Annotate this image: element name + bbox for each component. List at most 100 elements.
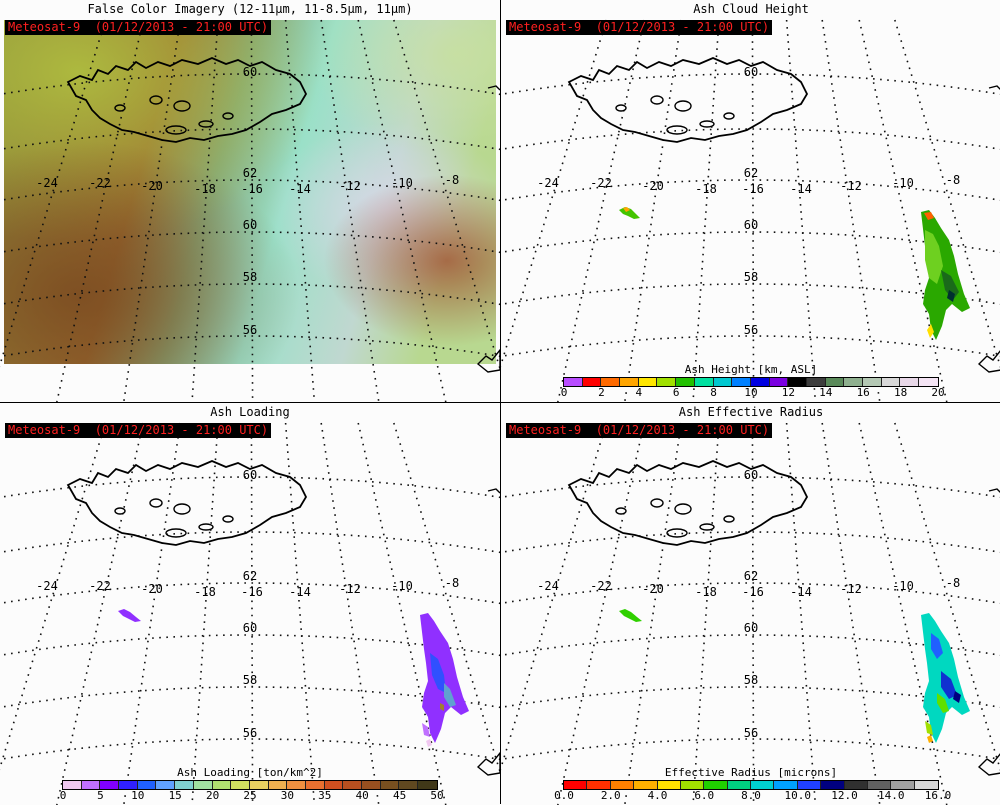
colorbar-swatch: [582, 378, 602, 386]
colorbar-tick-label: 14: [819, 386, 833, 399]
colorbar-swatch: [119, 781, 138, 789]
colorbar-tick-label: 40: [355, 789, 369, 802]
longitude-label: -16: [742, 182, 764, 196]
longitude-label: -12: [840, 582, 862, 596]
colorbar-swatches: [563, 377, 939, 387]
longitude-label: -20: [141, 179, 163, 193]
latitude-label: 58: [243, 673, 257, 687]
loading-colorbar: Ash Loading [ton/km^2] 0 5 10 15 20 25 30 35 40 4…: [59, 766, 444, 803]
latitude-label: 60: [243, 65, 257, 79]
colorbar-tick-label: 16.0: [924, 789, 952, 802]
longitude-label: -18: [695, 182, 717, 196]
latitude-label: 62: [243, 166, 257, 180]
colorbar-swatches: [62, 780, 438, 790]
longitude-label: -24: [537, 579, 559, 593]
colorbar-swatch: [788, 378, 807, 386]
panel-ash-height: -24 -22 -20 -18 -16 -14 -12 -10 -8 62 60 58 56 60 As…: [501, 0, 1000, 402]
colorbar-tick-label: 16: [856, 386, 870, 399]
colorbar-swatch: [750, 378, 770, 386]
longitude-label: -22: [590, 176, 612, 190]
colorbar-swatch: [231, 781, 250, 789]
colorbar-swatch: [844, 781, 868, 789]
longitude-label: -8: [946, 576, 960, 590]
longitude-label: -24: [36, 579, 58, 593]
longitude-label: -14: [790, 182, 812, 196]
colorbar-swatch: [156, 781, 176, 789]
latitude-label: 62: [744, 166, 758, 180]
longitude-label: -14: [289, 585, 311, 599]
colorbar-swatch: [881, 378, 901, 386]
longitude-label: -20: [141, 582, 163, 596]
satellite-timestamp: Meteosat-9 (01/12/2013 - 21:00 UTC): [506, 20, 773, 35]
colorbar-swatch: [100, 781, 120, 789]
satellite-timestamp: Meteosat-9 (01/12/2013 - 21:00 UTC): [506, 423, 773, 438]
longitude-label: -12: [339, 582, 361, 596]
colorbar-tick-label: 6.0: [694, 789, 715, 802]
colorbar-swatches: [563, 780, 939, 790]
colorbar-swatch: [806, 378, 826, 386]
colorbar-swatch: [863, 378, 882, 386]
longitude-label: -20: [642, 582, 664, 596]
satellite-timestamp: Meteosat-9 (01/12/2013 - 21:00 UTC): [5, 20, 272, 35]
colorbar-swatch: [81, 781, 101, 789]
colorbar-tick-label: 2.0: [600, 789, 621, 802]
iceland-coastline: [66, 57, 308, 143]
ash-plume-loading: [118, 609, 469, 747]
colorbar-tick-label: 20: [931, 386, 945, 399]
latitude-label: 60: [243, 218, 257, 232]
colorbar-swatch: [380, 781, 400, 789]
colorbar-label: Ash Height [km, ASL]: [684, 363, 818, 376]
latitude-label: 56: [744, 323, 758, 337]
longitude-label: -10: [391, 579, 413, 593]
colorbar-swatch: [732, 378, 751, 386]
longitude-label: -8: [946, 173, 960, 187]
colorbar-swatch: [418, 781, 437, 789]
latitude-label: 60: [744, 468, 758, 482]
colorbar-tick-label: 0: [560, 386, 568, 399]
latitude-label: 58: [744, 270, 758, 284]
latitude-label: 56: [243, 323, 257, 337]
latitude-label: 58: [744, 673, 758, 687]
panel-ash-radius: -24 -22 -20 -18 -16 -14 -12 -10 -8 62 60 58 56 60 As…: [501, 403, 1000, 805]
colorbar-tick-label: 0.0: [554, 789, 574, 802]
longitude-label: -18: [194, 182, 216, 196]
longitude-label: -12: [339, 179, 361, 193]
height-colorbar: Ash Height [km, ASL] 0 2 4 6 8 10 12 14 16 18 20: [560, 363, 945, 400]
colorbar-swatch: [305, 781, 325, 789]
latitude-label: 58: [243, 270, 257, 284]
colorbar-tick-label: 0: [59, 789, 67, 802]
longitude-label: -22: [89, 579, 111, 593]
colorbar-swatch: [634, 781, 658, 789]
colorbar-swatch: [769, 378, 789, 386]
colorbar-swatch: [825, 378, 845, 386]
longitude-label: -24: [537, 176, 559, 190]
colorbar-swatch: [919, 378, 938, 386]
colorbar-swatch: [844, 378, 863, 386]
colorbar-label: Ash Loading [ton/km^2]: [177, 766, 323, 779]
ash-loading-map[interactable]: -24 -22 -20 -18 -16 -14 -12 -10 -8 62 60 58 56 60: [0, 403, 500, 805]
longitude-label: -18: [194, 585, 216, 599]
colorbar-swatch: [287, 781, 306, 789]
longitude-label: -10: [892, 176, 914, 190]
longitude-label: -10: [892, 579, 914, 593]
colorbar-tick-label: 14.0: [878, 789, 905, 802]
colorbar-tick-label: 25: [243, 789, 257, 802]
colorbar-swatch: [601, 378, 621, 386]
colorbar-swatch: [694, 378, 714, 386]
colorbar-tick-label: 4.0: [647, 789, 668, 802]
iceland-coastline: [567, 57, 809, 143]
false-color-map[interactable]: -24 -22 -20 -18 -16 -14 -12 -10 -8 62 60 58 56 60: [0, 0, 500, 402]
panel-ash-loading: -24 -22 -20 -18 -16 -14 -12 -10 -8 62 60 58 56 60 As…: [0, 403, 500, 805]
colorbar-tick-label: 8: [710, 386, 717, 399]
longitude-label: -22: [590, 579, 612, 593]
panel-title: Ash Effective Radius: [678, 405, 824, 419]
longitude-label: -14: [790, 585, 812, 599]
latitude-label: 62: [243, 569, 257, 583]
longitude-label: -24: [36, 176, 58, 190]
ash-radius-map[interactable]: -24 -22 -20 -18 -16 -14 -12 -10 -8 62 60 58 56 60: [501, 403, 1000, 805]
horizontal-divider: [0, 402, 1000, 403]
latitude-label: 56: [243, 726, 257, 740]
colorbar-swatch: [137, 781, 157, 789]
colorbar-swatch: [249, 781, 269, 789]
